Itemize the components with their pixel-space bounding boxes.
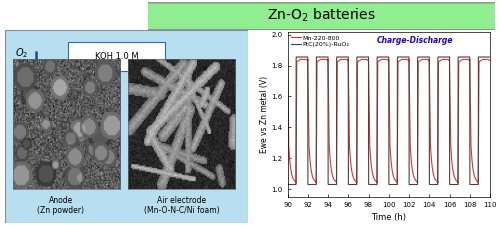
Line: Mn-220-800: Mn-220-800 <box>288 59 490 183</box>
PtC(20%)-RuO₂ <box>354 56 360 58</box>
PtC(20%)-RuO₂ <box>391 183 397 186</box>
Line: PtC(20%)-RuO₂: PtC(20%)-RuO₂ <box>288 57 490 184</box>
Text: Zn-O$_2$ batteries: Zn-O$_2$ batteries <box>267 7 376 25</box>
PtC(20%)-RuO₂ <box>284 56 290 58</box>
PtC(20%)-RuO₂ <box>484 56 490 58</box>
Mn-220-800 <box>354 109 360 112</box>
Mn-220-800 <box>293 182 299 184</box>
Mn-220-800 <box>334 182 340 184</box>
Text: Charge-Discharge: Charge-Discharge <box>376 36 453 45</box>
Mn-220-800 <box>284 58 290 61</box>
FancyBboxPatch shape <box>137 3 500 30</box>
Y-axis label: Ewe vs Zn metal (V): Ewe vs Zn metal (V) <box>260 76 268 153</box>
Text: O$_2$: O$_2$ <box>16 47 28 60</box>
Text: Anode
(Zn powder): Anode (Zn powder) <box>38 196 84 215</box>
Text: Air electrode
(Mn-O-N-C/Ni foam): Air electrode (Mn-O-N-C/Ni foam) <box>144 196 220 215</box>
Mn-220-800 <box>391 176 397 179</box>
Mn-220-800 <box>378 58 384 61</box>
Mn-220-800 <box>449 160 455 162</box>
PtC(20%)-RuO₂ <box>487 56 493 58</box>
PtC(20%)-RuO₂ <box>449 183 455 186</box>
Legend: Mn-220-800, PtC(20%)-RuO₂: Mn-220-800, PtC(20%)-RuO₂ <box>290 35 350 48</box>
Mn-220-800 <box>487 59 493 62</box>
PtC(20%)-RuO₂ <box>285 183 291 186</box>
FancyBboxPatch shape <box>68 42 165 71</box>
PtC(20%)-RuO₂ <box>334 182 340 184</box>
PtC(20%)-RuO₂ <box>378 56 384 58</box>
Text: KOH 1.0 M: KOH 1.0 M <box>94 52 138 61</box>
X-axis label: Time (h): Time (h) <box>371 213 406 222</box>
Mn-220-800 <box>484 58 490 61</box>
